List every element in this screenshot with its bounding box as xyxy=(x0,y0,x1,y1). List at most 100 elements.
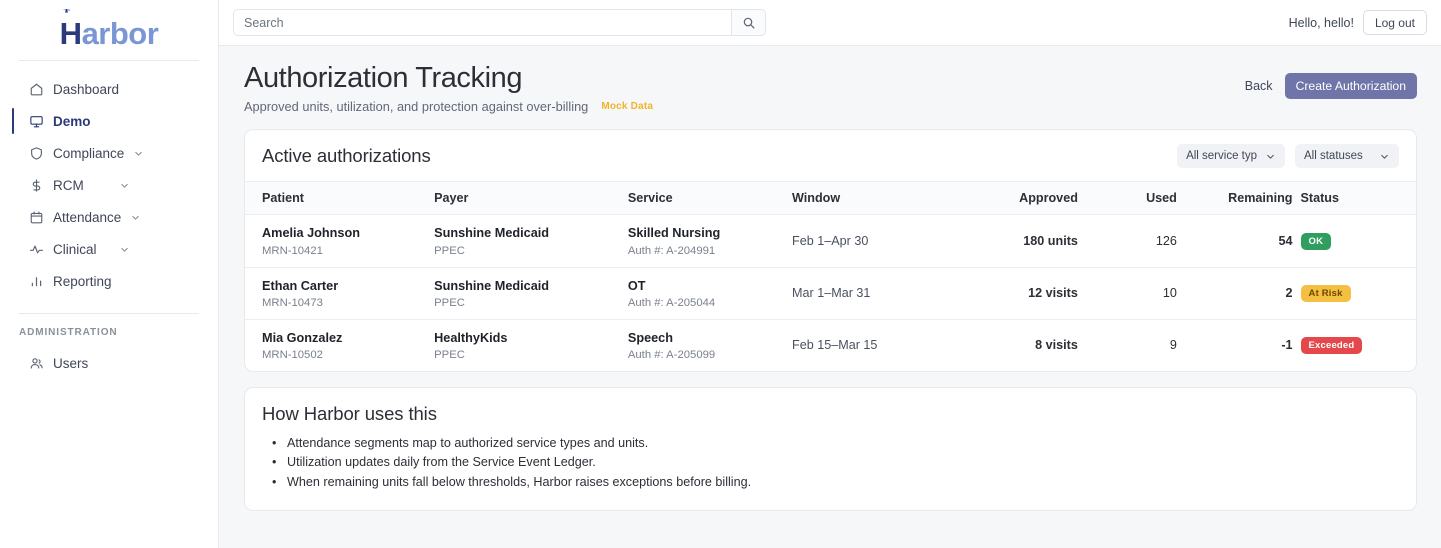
cell-patient: Mia Gonzalez MRN-10502 xyxy=(245,319,434,371)
column-header-patient[interactable]: Patient xyxy=(245,181,435,216)
sidebar-item-clinical[interactable]: Clinical xyxy=(0,233,218,265)
auth-number: Auth #: A-205044 xyxy=(627,296,716,309)
cell-status: Exceeded xyxy=(1300,319,1416,371)
service-type-filter[interactable]: All service typ xyxy=(1177,144,1285,169)
service-name: Speech xyxy=(627,330,673,345)
cell-remaining: -1 xyxy=(1281,338,1293,353)
table-header-row: Patient Payer Service Window Approved Us… xyxy=(245,181,1416,216)
sidebar-item-dashboard[interactable]: Dashboard xyxy=(0,73,218,105)
calendar-icon xyxy=(29,210,44,225)
cell-status: At Risk xyxy=(1300,267,1416,320)
cell-used: 9 xyxy=(1169,338,1177,353)
sidebar-label: Reporting xyxy=(53,273,112,289)
sidebar-label: RCM xyxy=(53,177,84,193)
page-header: Authorization Tracking Approved units, u… xyxy=(235,62,1417,114)
sidebar-item-rcm[interactable]: RCM xyxy=(0,169,218,201)
patient-name: Amelia Johnson xyxy=(262,226,360,241)
card-header: Active authorizations All service typ Al… xyxy=(245,130,1416,181)
status-badge: Exceeded xyxy=(1300,336,1363,354)
table-row[interactable]: Amelia Johnson MRN-10421 Sunshine Medica… xyxy=(245,214,1416,268)
sidebar-item-demo[interactable]: Demo xyxy=(0,105,218,137)
column-header-payer[interactable]: Payer xyxy=(434,181,628,216)
sidebar-item-compliance[interactable]: Compliance xyxy=(0,137,218,169)
table-row[interactable]: Ethan Carter MRN-10473 Sunshine Medicaid… xyxy=(245,267,1416,320)
column-header-service[interactable]: Service xyxy=(627,181,793,216)
dollar-icon xyxy=(29,178,44,193)
filter-label: All service typ xyxy=(1186,150,1257,163)
table-row[interactable]: Mia Gonzalez MRN-10502 HealthyKids PPEC … xyxy=(245,319,1416,371)
patient-mrn: MRN-10421 xyxy=(262,244,323,257)
monitor-icon xyxy=(29,114,44,129)
table-header: Patient Payer Service Window Approved Us… xyxy=(245,181,1416,216)
brand-divider xyxy=(19,60,199,61)
column-header-remaining[interactable]: Remaining xyxy=(1184,181,1301,216)
card-filters: All service typ All statuses xyxy=(1177,144,1399,169)
sidebar-item-users[interactable]: Users xyxy=(0,347,218,379)
cell-used: 10 xyxy=(1085,267,1185,320)
chevron-down-icon xyxy=(1267,154,1274,159)
sidebar-label: Users xyxy=(53,355,89,371)
payer-name: HealthyKids xyxy=(434,330,508,345)
cell-window: Feb 15–Mar 15 xyxy=(792,338,878,353)
patient-mrn: MRN-10502 xyxy=(262,348,323,361)
cell-window: Feb 1–Apr 30 xyxy=(792,214,976,268)
column-header-approved[interactable]: Approved xyxy=(975,181,1086,216)
filter-label: All statuses xyxy=(1304,150,1363,163)
auth-number: Auth #: A-205099 xyxy=(627,348,716,361)
service-name: Skilled Nursing xyxy=(627,226,721,241)
search-button[interactable] xyxy=(731,10,765,35)
cell-status: OK xyxy=(1300,214,1416,268)
list-item: Attendance segments map to authorized se… xyxy=(262,434,1399,454)
chevron-down-icon[interactable] xyxy=(130,212,141,223)
column-header-window[interactable]: Window xyxy=(792,181,976,216)
lighthouse-icon xyxy=(62,8,70,13)
chevron-down-icon[interactable] xyxy=(133,148,144,159)
sidebar-label: Clinical xyxy=(53,241,97,257)
column-header-used[interactable]: Used xyxy=(1085,181,1185,216)
create-authorization-button[interactable]: Create Authorization xyxy=(1284,73,1417,99)
status-filter[interactable]: All statuses xyxy=(1295,144,1399,169)
status-badge: At Risk xyxy=(1300,284,1351,302)
brand-word: arbor xyxy=(81,15,159,51)
search-icon xyxy=(743,17,754,28)
cell-service: OT Auth #: A-205044 xyxy=(627,267,793,320)
search-box[interactable] xyxy=(233,9,766,36)
cell-patient: Amelia Johnson MRN-10421 xyxy=(245,214,435,268)
logout-button[interactable]: Log out xyxy=(1362,10,1427,35)
info-bullet-list: Attendance segments map to authorized se… xyxy=(262,434,1399,493)
users-icon xyxy=(29,356,44,371)
cell-used: 126 xyxy=(1085,214,1185,268)
brand-letter-h: H xyxy=(59,15,82,51)
page-title: Authorization Tracking xyxy=(244,62,523,94)
bar-chart-icon xyxy=(29,274,44,289)
cell-payer: Sunshine Medicaid PPEC xyxy=(434,214,628,268)
back-button[interactable]: Back xyxy=(1244,79,1273,93)
card-title: Active authorizations xyxy=(262,145,431,167)
main-area: Hello, hello! Log out Authorization Trac… xyxy=(219,0,1441,548)
activity-icon xyxy=(29,242,44,257)
sidebar-item-reporting[interactable]: Reporting xyxy=(0,265,218,297)
patient-mrn: MRN-10473 xyxy=(262,296,323,309)
list-item: Utilization updates daily from the Servi… xyxy=(262,453,1399,473)
top-bar: Hello, hello! Log out xyxy=(219,0,1441,46)
greeting-text: Hello, hello! xyxy=(1288,15,1354,30)
payer-program: PPEC xyxy=(434,348,465,361)
cell-remaining: 2 xyxy=(1184,267,1301,320)
mock-data-badge: Mock Data xyxy=(601,101,654,113)
brand-logo[interactable]: H arbor xyxy=(0,0,218,60)
chevron-down-icon[interactable] xyxy=(119,244,130,255)
sidebar-divider xyxy=(19,313,199,314)
cell-payer: Sunshine Medicaid PPEC xyxy=(434,267,628,320)
sidebar-item-attendance[interactable]: Attendance xyxy=(0,201,218,233)
column-header-status[interactable]: Status xyxy=(1300,181,1416,216)
cell-approved: 8 visits xyxy=(1035,338,1078,353)
page-subtitle-row: Approved units, utilization, and protect… xyxy=(244,99,1245,114)
patient-name: Mia Gonzalez xyxy=(262,330,343,345)
chevron-down-icon[interactable] xyxy=(119,180,130,191)
authorizations-table: Patient Payer Service Window Approved Us… xyxy=(245,181,1416,370)
sidebar-nav: Dashboard Demo Compliance xyxy=(0,73,218,379)
search-input[interactable] xyxy=(234,10,731,35)
service-name: OT xyxy=(627,278,646,293)
shield-icon xyxy=(29,146,44,161)
info-card-title: How Harbor uses this xyxy=(262,402,437,424)
